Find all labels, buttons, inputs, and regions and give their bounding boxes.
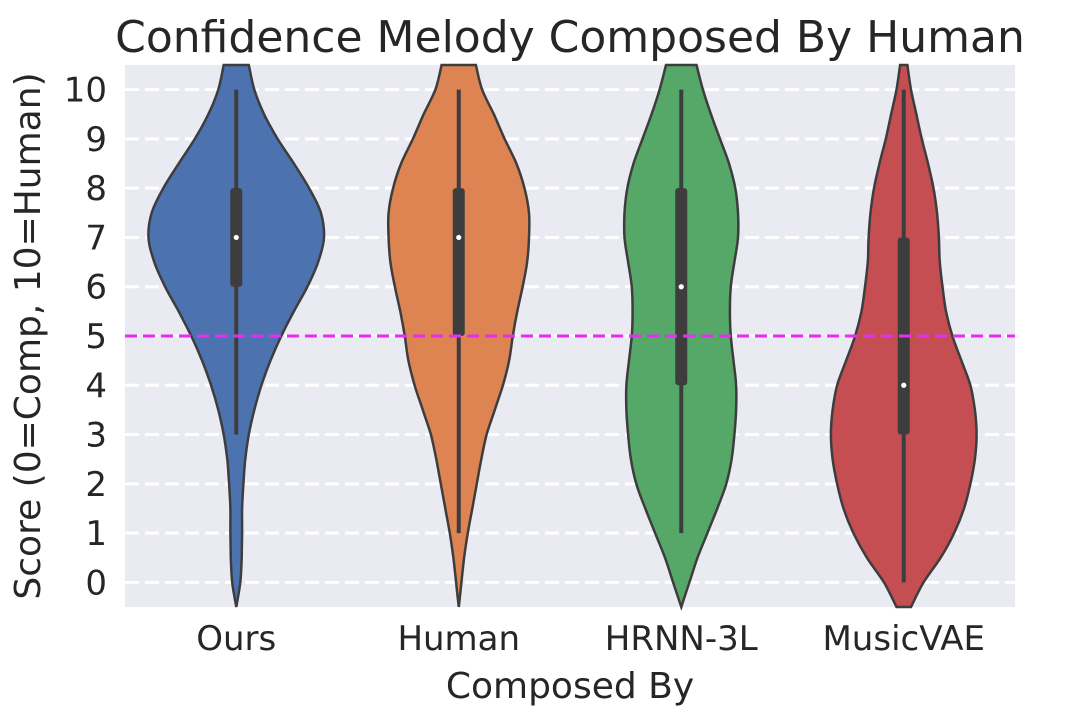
y-tick-label: 8 [85, 169, 107, 209]
y-tick-labels: 0 1 2 3 4 5 6 7 8 9 10 [64, 71, 107, 604]
median-point [233, 234, 239, 241]
y-axis-label: Score (0=Comp, 10=Human) [8, 72, 49, 599]
y-tick-label: 9 [85, 120, 107, 160]
iqr-box [452, 188, 465, 336]
y-tick-label: 6 [85, 268, 107, 308]
y-tick-label: 7 [85, 218, 107, 258]
y-tick-label: 5 [85, 317, 107, 357]
x-tick-label: MusicVAE [822, 619, 985, 659]
y-tick-label: 3 [85, 416, 107, 456]
x-tick-labels: Ours Human HRNN-3L MusicVAE [196, 619, 985, 659]
y-tick-label: 2 [85, 465, 107, 505]
x-axis-label: Composed By [446, 666, 694, 707]
median-point [678, 284, 684, 290]
y-tick-label: 4 [85, 366, 107, 406]
median-point [901, 382, 907, 388]
y-tick-label: 0 [85, 563, 107, 603]
y-tick-label: 10 [64, 71, 107, 111]
chart-title: Confidence Melody Composed By Human [115, 12, 1025, 63]
x-tick-label: Human [397, 619, 520, 659]
x-tick-label: Ours [196, 619, 276, 659]
median-point [456, 234, 462, 241]
x-tick-label: HRNN-3L [605, 619, 758, 659]
y-tick-label: 1 [85, 514, 107, 554]
